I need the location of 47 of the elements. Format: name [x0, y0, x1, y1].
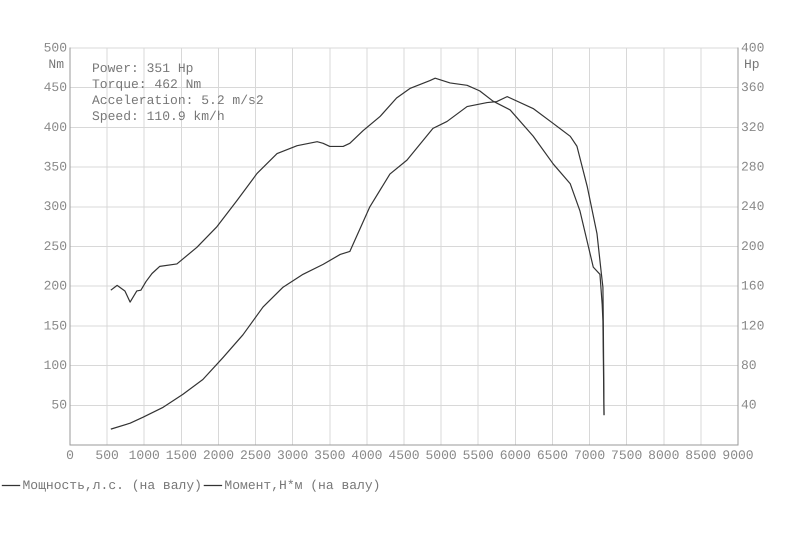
- y-tick-label: 150: [44, 318, 67, 334]
- y2-tick-label: 360: [741, 80, 764, 96]
- x-tick-label: 1000: [128, 448, 160, 464]
- x-tick-label: 500: [95, 448, 119, 464]
- x-tick-label: 6000: [500, 448, 531, 464]
- y2-tick-label: 280: [741, 160, 764, 175]
- x-tick-label: 2000: [202, 448, 234, 464]
- x-tick-label: 2500: [240, 448, 272, 464]
- y2-tick-label: 40: [741, 398, 757, 413]
- y-tick-label: 350: [44, 160, 67, 175]
- y2-tick-label: 320: [741, 120, 764, 135]
- y2-tick-label: 240: [741, 199, 764, 214]
- y2-tick-label: 400: [741, 40, 764, 56]
- y-tick-label: 200: [44, 278, 67, 294]
- x-tick-label: 9000: [722, 448, 754, 464]
- x-tick-label: 3500: [314, 448, 346, 464]
- x-tick-label: 8500: [685, 448, 716, 464]
- x-tick-label: 5500: [462, 448, 494, 464]
- y-tick-label: 500: [44, 40, 67, 56]
- x-tick-label: 0: [66, 448, 74, 464]
- y2-tick-label: 200: [741, 238, 764, 254]
- x-tick-label: 7500: [611, 448, 642, 464]
- annotation: Torque: 462 Nm: [92, 76, 202, 92]
- y2-tick-label: 160: [741, 278, 764, 294]
- x-tick-label: 3000: [277, 448, 308, 464]
- x-tick-label: 8000: [648, 448, 680, 464]
- x-tick-label: 1500: [166, 448, 197, 464]
- y-axis-title: Nm: [48, 56, 64, 72]
- y2-axis-title: Hp: [744, 56, 760, 72]
- annotation: Power: 351 Hp: [92, 60, 194, 76]
- y2-tick-label: 120: [741, 318, 764, 334]
- y-tick-label: 450: [44, 80, 67, 96]
- annotation: Speed: 110.9 km/h: [92, 108, 225, 124]
- x-tick-label: 4500: [388, 448, 420, 464]
- x-tick-label: 6500: [536, 448, 568, 464]
- y-tick-label: 100: [44, 358, 67, 374]
- legend-label: Мощность,л.с. (на валу): [22, 478, 202, 493]
- y-tick-label: 300: [44, 199, 67, 214]
- y-tick-label: 50: [51, 398, 67, 413]
- annotation: Acceleration: 5.2 m/s2: [92, 92, 264, 108]
- legend-label: Момент,Н*м (на валу): [224, 478, 380, 493]
- x-tick-label: 5000: [426, 448, 457, 464]
- x-tick-label: 4000: [351, 448, 382, 464]
- y-tick-label: 250: [44, 238, 67, 254]
- y2-tick-label: 80: [741, 358, 757, 374]
- y-tick-label: 400: [44, 120, 67, 135]
- x-tick-label: 7000: [574, 448, 606, 464]
